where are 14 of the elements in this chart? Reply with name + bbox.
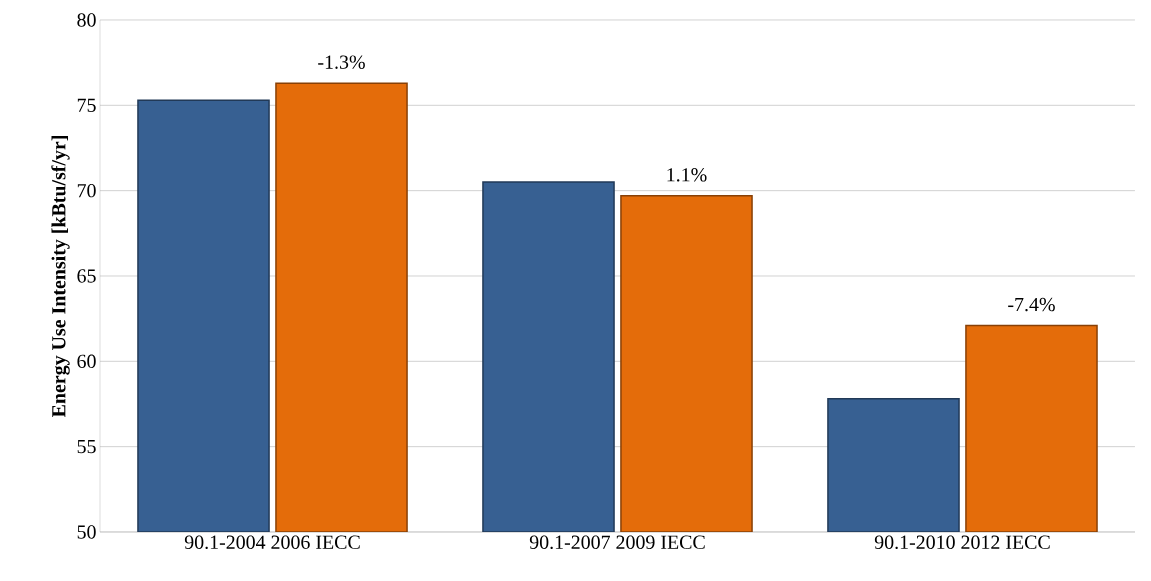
y-tick-label: 60 (77, 354, 96, 369)
y-tick-label: 75 (77, 98, 96, 112)
annotation: 1.1% (667, 168, 707, 182)
y-axis-title: Energy Use Intensity [kBtu/sf/yr] (51, 136, 70, 418)
x-tick-label: 90.1-2010 2012 IECC (874, 535, 1050, 550)
y-tick-label: 50 (77, 525, 96, 539)
y-tick-label: 80 (77, 13, 96, 27)
x-tick-label: 90.1-2007 2009 IECC (529, 535, 705, 550)
y-tick-label: 70 (77, 183, 96, 198)
y-tick-label: 55 (77, 440, 96, 454)
x-tick-label: 90.1-2004 2006 IECC (184, 535, 360, 550)
annotation: -7.4% (1008, 297, 1055, 312)
annotation: -1.3% (318, 55, 365, 69)
y-tick-label: 65 (77, 269, 96, 283)
